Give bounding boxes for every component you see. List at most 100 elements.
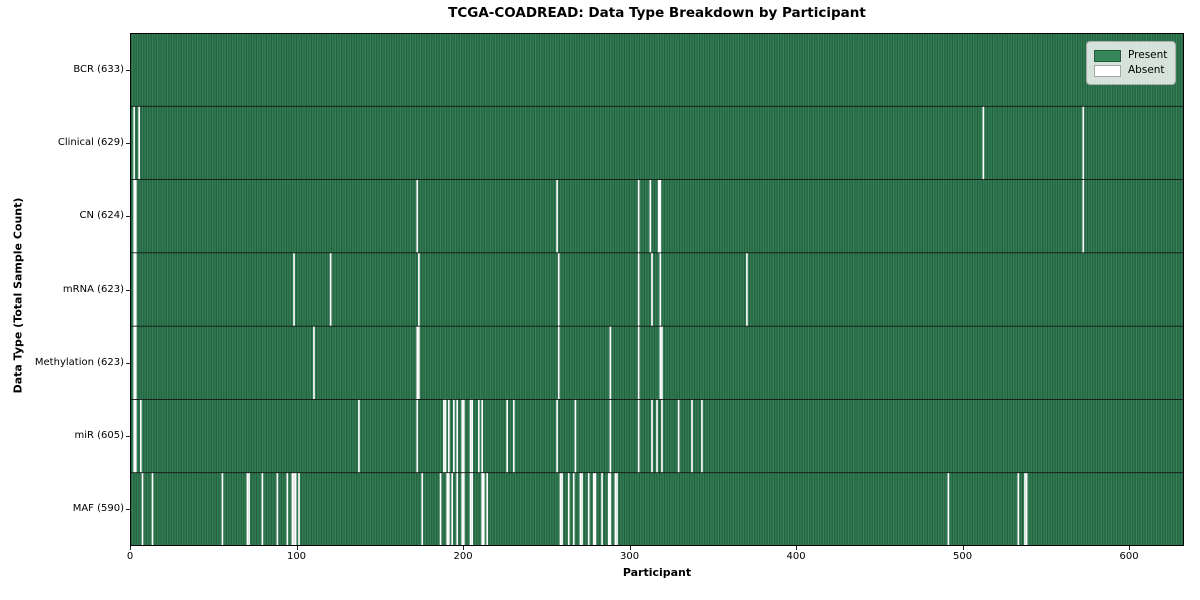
- absent-mark: [601, 472, 603, 546]
- legend-entry-absent: Absent: [1094, 64, 1167, 77]
- absent-mark: [221, 472, 224, 546]
- row-Clinical: [130, 105, 1184, 180]
- absent-mark: [637, 326, 640, 400]
- absent-mark: [659, 252, 662, 327]
- absent-mark: [134, 252, 137, 327]
- absent-mark: [607, 472, 610, 546]
- absent-mark: [133, 252, 135, 327]
- absent-mark: [746, 252, 748, 327]
- absent-mark: [448, 399, 450, 473]
- absent-mark: [416, 399, 419, 473]
- ytick-label-BCR: BCR (633): [73, 63, 124, 75]
- absent-mark: [439, 472, 442, 546]
- absent-mark: [637, 179, 640, 253]
- absent-mark: [133, 106, 135, 180]
- xtick-mark: [130, 546, 131, 550]
- ytick-mark: [126, 362, 130, 364]
- ytick-mark: [126, 69, 130, 71]
- row-mRNA: [130, 252, 1184, 327]
- legend: Present Absent: [1086, 41, 1176, 85]
- absent-mark: [294, 472, 297, 546]
- ytick-mark: [126, 142, 130, 144]
- absent-mark: [557, 326, 560, 400]
- xtick-label-400: 400: [786, 551, 806, 562]
- absent-mark: [418, 326, 420, 400]
- xtick-label-500: 500: [952, 551, 973, 562]
- xtick-mark: [629, 546, 631, 550]
- absent-mark: [469, 472, 472, 546]
- absent-mark: [657, 179, 660, 253]
- absent-mark: [138, 106, 140, 180]
- absent-mark: [471, 399, 474, 473]
- absent-mark: [261, 472, 264, 546]
- absent-mark: [478, 399, 480, 473]
- absent-mark: [461, 472, 464, 546]
- row-MAF: [130, 472, 1184, 546]
- absent-mark: [453, 399, 455, 473]
- absent-mark: [1025, 472, 1028, 546]
- absent-mark: [587, 472, 590, 546]
- xtick-label-600: 600: [1119, 551, 1139, 562]
- absent-mark: [659, 326, 662, 400]
- xtick-mark: [962, 546, 964, 550]
- absent-mark: [481, 472, 483, 546]
- absent-mark: [246, 472, 249, 546]
- absent-mark: [134, 399, 137, 473]
- x-axis-label: Participant: [622, 566, 692, 579]
- ytick-mark: [126, 289, 130, 291]
- absent-mark: [609, 472, 612, 546]
- absent-mark: [444, 399, 447, 473]
- ytick-mark: [126, 436, 130, 438]
- absent-mark: [1082, 106, 1085, 180]
- absent-mark: [661, 326, 663, 400]
- xtick-mark: [796, 546, 798, 550]
- absent-mark: [557, 252, 560, 327]
- absent-mark: [276, 472, 279, 546]
- absent-mark: [469, 399, 472, 473]
- row-miR: [130, 398, 1184, 473]
- plot-area: [130, 33, 1184, 546]
- absent-mark: [133, 326, 135, 400]
- present-swatch-icon: [1094, 49, 1121, 62]
- absent-mark: [141, 472, 144, 546]
- absent-mark: [134, 326, 137, 400]
- absent-mark: [649, 179, 652, 253]
- absent-mark: [471, 472, 474, 546]
- absent-mark: [1082, 179, 1085, 253]
- absent-mark: [559, 472, 562, 546]
- xtick-mark: [296, 546, 298, 550]
- absent-mark: [556, 179, 558, 253]
- absent-mark: [443, 399, 445, 473]
- absent-mark: [592, 472, 595, 546]
- absent-mark: [463, 472, 465, 546]
- absent-mark: [133, 179, 135, 253]
- absent-swatch-icon: [1094, 64, 1121, 77]
- absent-mark: [614, 472, 617, 546]
- absent-mark: [486, 472, 488, 546]
- absent-mark: [313, 326, 315, 400]
- xtick-label-100: 100: [286, 551, 307, 562]
- absent-mark: [139, 399, 142, 473]
- absent-mark: [572, 472, 575, 546]
- absent-mark: [561, 472, 563, 546]
- absent-mark: [982, 106, 985, 180]
- absent-mark: [1024, 472, 1026, 546]
- legend-entry-present: Present: [1094, 49, 1167, 62]
- absent-mark: [286, 472, 289, 546]
- absent-mark: [556, 399, 558, 473]
- absent-mark: [416, 326, 419, 400]
- absent-mark: [567, 472, 570, 546]
- absent-mark: [456, 472, 459, 546]
- absent-mark: [463, 399, 465, 473]
- absent-mark: [293, 252, 295, 327]
- absent-mark: [456, 399, 459, 473]
- ytick-label-Methylation: Methylation (623): [34, 356, 124, 368]
- ytick-mark: [126, 509, 130, 511]
- absent-mark: [659, 179, 662, 253]
- absent-mark: [446, 472, 449, 546]
- absent-mark: [637, 252, 640, 327]
- xtick-label-200: 200: [453, 551, 473, 562]
- ytick-label-mRNA: mRNA (623): [62, 283, 124, 295]
- absent-mark: [416, 179, 419, 253]
- ytick-label-Clinical: Clinical (629): [57, 136, 124, 148]
